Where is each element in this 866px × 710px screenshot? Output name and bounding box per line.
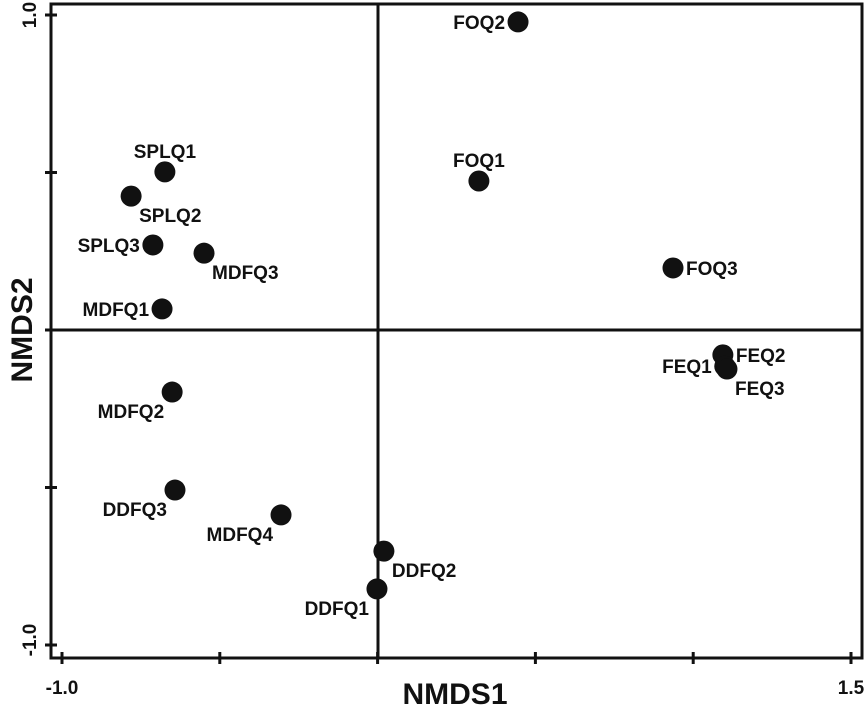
x-tick-label-max: 1.5	[838, 678, 865, 699]
data-point-label: DDFQ1	[305, 599, 370, 620]
data-point-label: MDFQ1	[83, 300, 150, 321]
data-point-label: DDFQ3	[103, 500, 167, 521]
data-points: FOQ2 FOQ1 FOQ3 SPLQ1 SPLQ2 SPLQ3 MDFQ3 MDFQ1 MDF…	[78, 11, 786, 620]
y-tick-label-min: -1.0	[20, 624, 41, 657]
data-point-marker	[468, 170, 490, 192]
y-tick-label-max: 1.0	[20, 2, 41, 28]
data-point-marker	[151, 298, 173, 320]
data-point-marker	[120, 185, 142, 207]
data-point-marker	[164, 479, 186, 501]
data-point-marker	[270, 504, 292, 526]
axis-ticks	[45, 13, 853, 664]
data-point-marker	[662, 257, 684, 279]
data-point-marker	[716, 358, 738, 380]
data-point-marker	[507, 11, 529, 33]
y-axis-title: NMDS2	[6, 277, 39, 382]
data-point-label: DDFQ2	[392, 561, 456, 582]
data-point-label: SPLQ1	[134, 142, 197, 163]
data-point-label: MDFQ2	[98, 402, 165, 423]
data-point-marker	[142, 234, 164, 256]
data-point-label: MDFQ4	[207, 525, 274, 546]
data-point-label: SPLQ3	[78, 236, 140, 257]
data-point-label: FOQ3	[686, 259, 738, 280]
data-point-marker	[154, 161, 176, 183]
data-point-marker	[161, 381, 183, 403]
data-point-marker	[373, 540, 395, 562]
data-point-label: FOQ1	[453, 151, 505, 172]
x-axis-title: NMDS1	[402, 678, 507, 710]
data-point-label: SPLQ2	[139, 206, 201, 227]
data-point-label: FEQ2	[736, 346, 786, 367]
data-point-label: FEQ3	[735, 379, 785, 400]
data-point-label: FEQ1	[662, 357, 712, 378]
data-point-marker	[193, 242, 215, 264]
data-point-label: MDFQ3	[212, 263, 279, 284]
data-point-label: FOQ2	[453, 13, 505, 34]
x-tick-label-min: -1.0	[46, 678, 79, 699]
data-point-marker	[366, 578, 388, 600]
